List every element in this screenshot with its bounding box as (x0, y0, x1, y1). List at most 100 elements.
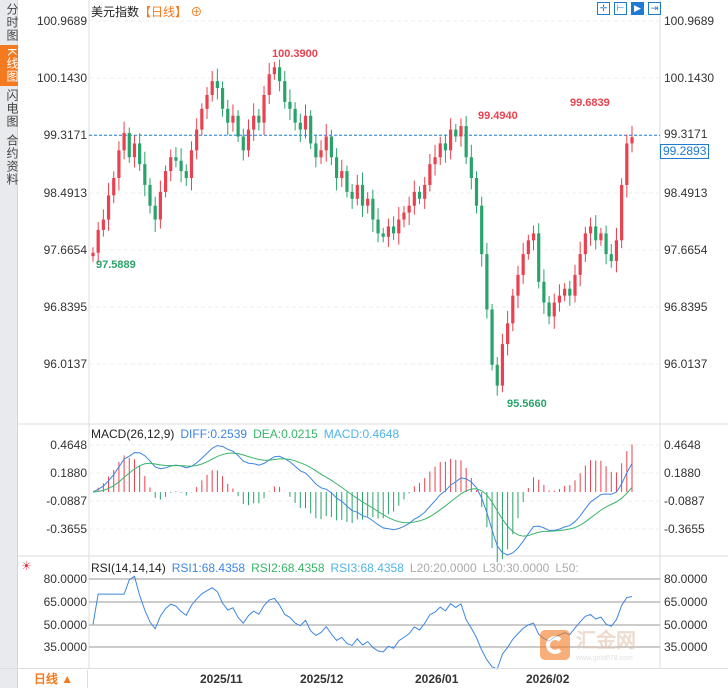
candle-body (604, 233, 608, 255)
candle-body (449, 129, 453, 151)
candle-body (542, 281, 546, 303)
settings-sun-icon[interactable]: ☀ (21, 559, 32, 573)
candle-body (573, 274, 577, 296)
crosshair-icon[interactable]: ✛ (597, 2, 610, 15)
candle-body (531, 233, 536, 241)
candle-body (143, 164, 147, 185)
price-label: 99.3171 (43, 128, 87, 142)
candle-body (588, 226, 593, 234)
date-label: 2025/11 (200, 672, 243, 686)
candle-body (184, 171, 188, 179)
candle-body (298, 122, 302, 130)
candle-body (288, 101, 292, 109)
macd-axis-label: -0.3655 (46, 522, 87, 536)
macd-axis-label: 0.4648 (50, 438, 87, 452)
rsi-l50: L50: (555, 561, 579, 575)
candle-body (283, 81, 287, 102)
tab-kline[interactable]: K线图 (0, 45, 19, 87)
logo: 汇金网 www.gold678.com (540, 630, 655, 666)
date-label: 2025/12 (300, 672, 344, 686)
candle-body (158, 191, 162, 220)
candle-body (568, 288, 572, 296)
candle-body (547, 302, 551, 317)
exit-icon[interactable]: ⇥ (648, 2, 661, 15)
price-label: 96.8395 (43, 300, 87, 314)
high-annotation: 99.6839 (570, 97, 610, 109)
candle-body (625, 143, 629, 185)
candle-body (329, 136, 334, 158)
candle-body (360, 184, 365, 206)
plus-circle-icon[interactable]: ⊕ (187, 5, 203, 19)
time-axis (0, 668, 728, 688)
low-annotation: 95.5660 (507, 398, 547, 410)
macd-axis-label: 0.1880 (50, 466, 87, 480)
candle-body (366, 198, 370, 206)
macd-axis-label: -0.3655 (664, 522, 705, 536)
rsi-l30: L30:30.0000 (482, 561, 550, 575)
price-label: 99.3171 (664, 127, 708, 141)
candle-body (262, 94, 266, 123)
candle-body (189, 150, 194, 179)
candle-body (376, 219, 380, 234)
price-label: 96.0137 (43, 357, 87, 371)
symbol-name: 美元指数 (91, 5, 140, 19)
rsi-axis-label: 80.0000 (664, 572, 708, 586)
candle-body (231, 115, 235, 123)
candle-body (454, 129, 458, 137)
candle-body (563, 288, 567, 296)
candle-body (226, 108, 230, 123)
candle-body (138, 143, 142, 165)
candle-body (148, 184, 152, 206)
candle-body (614, 240, 619, 262)
rsi-axis-label: 65.0000 (43, 595, 87, 609)
candle-body (407, 205, 411, 213)
chart-title: 美元指数【日线】 ⊕ (91, 3, 202, 20)
candle-body (309, 115, 313, 144)
rsi-legend: RSI(14,14,14) RSI1:68.4358 RSI2:68.4358 RSI… (91, 561, 585, 575)
candle-body (112, 178, 116, 196)
rsi2: RSI2:68.4358 (251, 561, 325, 575)
candle-body (381, 233, 385, 237)
candle-body (594, 226, 598, 241)
candle-body (195, 129, 199, 151)
candle-body (241, 136, 245, 151)
candle-body (153, 205, 157, 220)
price-label: 98.4913 (43, 186, 87, 200)
tab-contract-info[interactable]: 合约资料 (5, 134, 19, 187)
rsi-axis-label: 80.0000 (43, 572, 87, 586)
candle-body (526, 240, 530, 255)
play-icon[interactable]: ▶ (631, 2, 644, 15)
candle-body (96, 229, 100, 253)
rsi-axis-label: 65.0000 (664, 595, 708, 609)
macd-title: MACD(26,12,9) (91, 427, 175, 441)
macd-axis-label: -0.0887 (46, 494, 87, 508)
price-label: 100.9689 (36, 14, 87, 28)
candle-body (246, 129, 251, 151)
price-label: 96.8395 (664, 300, 708, 314)
logo-text: 汇金网 (576, 630, 636, 652)
candle-body (350, 191, 354, 199)
dea-line (92, 452, 633, 537)
rsi1: RSI1:68.4358 (171, 561, 246, 575)
candle-body (117, 150, 121, 179)
tab-flash[interactable]: 闪电图 (5, 89, 19, 129)
candle-body (220, 88, 225, 109)
candle-body (252, 115, 256, 130)
macd-axis-label: 0.4648 (664, 438, 701, 452)
candle-body (552, 302, 556, 317)
candle-body (257, 115, 261, 123)
candle-body (386, 226, 391, 237)
candle-body (210, 81, 214, 95)
candle-body (443, 143, 448, 151)
range-icon[interactable]: ⊢ (614, 2, 627, 15)
period-selector[interactable]: 日线 ▲ (20, 670, 88, 688)
rsi-axis-label: 50.0000 (43, 618, 87, 632)
price-label: 96.0137 (664, 357, 708, 371)
candle-body (205, 94, 209, 109)
candle-body (340, 171, 344, 179)
tab-timeshare[interactable]: 分时图 (5, 3, 19, 42)
sidebar: 分时图 K线图 闪电图 合约资料 (0, 0, 19, 688)
candle-body (433, 157, 437, 165)
price-label: 97.6654 (664, 243, 708, 257)
